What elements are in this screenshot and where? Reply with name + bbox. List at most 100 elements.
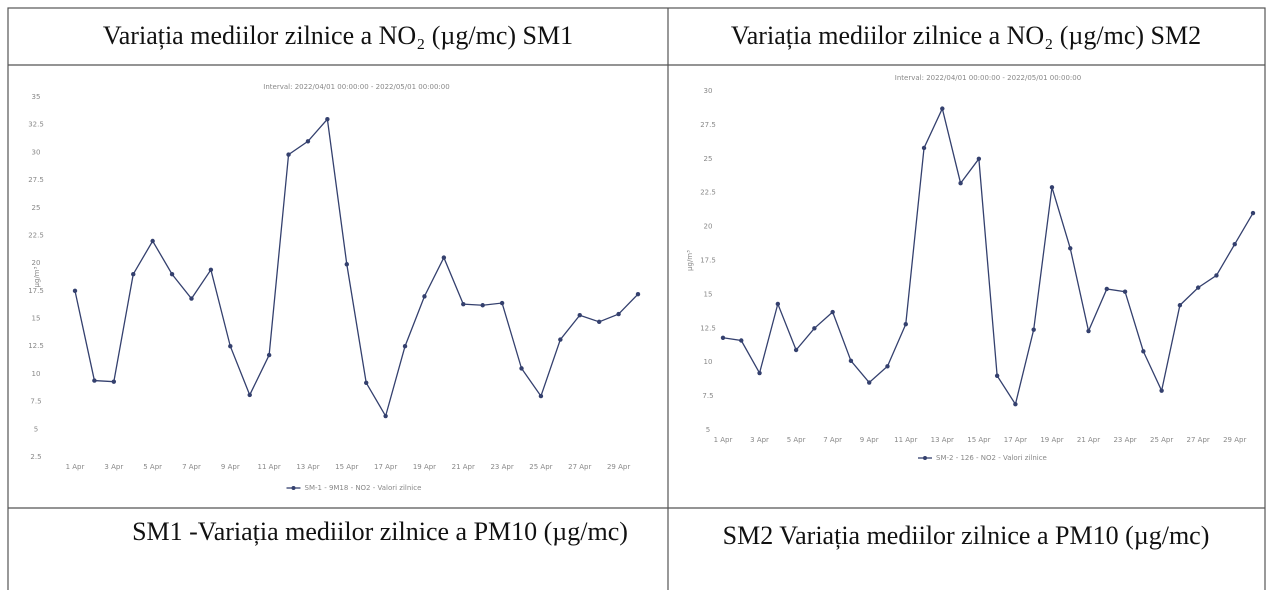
x-tick-label: 29 Apr — [607, 463, 630, 471]
series-line — [74, 117, 639, 418]
data-point — [189, 296, 194, 301]
data-point — [150, 238, 155, 244]
x-tick-label: 1 Apr — [714, 436, 733, 444]
x-tick-label: 7 Apr — [182, 463, 201, 471]
data-point — [247, 392, 252, 398]
data-point — [720, 335, 726, 340]
series-line — [722, 106, 1254, 406]
x-tick-label: 19 Apr — [413, 463, 436, 471]
data-point — [383, 413, 388, 419]
data-point — [402, 344, 408, 349]
x-tick-label: 13 Apr — [296, 463, 319, 471]
data-point — [305, 139, 311, 144]
x-tick-label: 27 Apr — [1187, 436, 1210, 444]
data-point — [1141, 349, 1146, 354]
x-tick-label: 3 Apr — [104, 463, 123, 471]
data-point — [1013, 402, 1018, 407]
y-tick-label: 20 — [32, 259, 41, 267]
data-point — [616, 311, 621, 317]
data-point — [266, 352, 272, 358]
data-point — [867, 380, 872, 385]
x-tick-label: 23 Apr — [490, 463, 513, 471]
data-point — [1031, 327, 1036, 332]
y-tick-label: 2.5 — [30, 453, 41, 461]
data-point — [325, 116, 330, 122]
x-tick-label: 11 Apr — [894, 436, 917, 444]
data-point — [848, 358, 854, 364]
y-tick-label: 27.5 — [28, 176, 44, 184]
x-tick-label: 19 Apr — [1040, 436, 1063, 444]
y-tick-label: 5 — [34, 425, 38, 433]
x-tick-label: 13 Apr — [931, 436, 954, 444]
data-point — [577, 313, 582, 318]
data-point — [830, 309, 835, 315]
y-tick-label: 25 — [704, 155, 713, 163]
x-tick-label: 29 Apr — [1223, 436, 1246, 444]
chart-title: Interval: 2022/04/01 00:00:00 - 2022/05/… — [895, 74, 1081, 82]
data-point — [1104, 286, 1109, 292]
data-point — [885, 364, 890, 369]
data-point — [1232, 242, 1237, 247]
x-tick-label: 21 Apr — [1077, 436, 1100, 444]
data-point — [1122, 289, 1128, 294]
data-point — [1086, 328, 1091, 334]
y-tick-label: 15 — [704, 290, 713, 298]
y-tick-label: 27.5 — [700, 121, 716, 129]
x-tick-label: 23 Apr — [1113, 436, 1136, 444]
y-tick-label: 22.5 — [28, 231, 44, 239]
x-tick-label: 9 Apr — [221, 463, 240, 471]
y-tick-label: 35 — [32, 93, 41, 101]
table-border — [7, 7, 1266, 590]
data-point — [994, 373, 1000, 378]
data-point — [1068, 246, 1073, 251]
data-point — [635, 291, 641, 297]
x-tick-label: 1 Apr — [66, 463, 85, 471]
footer-left: SM1 -Variația mediilor zilnice a PM10 (µ… — [132, 517, 628, 546]
data-point — [441, 255, 447, 260]
y-tick-label: 7.5 — [702, 392, 713, 400]
y-tick-label: 10 — [32, 370, 41, 378]
x-tick-label: 3 Apr — [750, 436, 769, 444]
data-point — [739, 338, 744, 343]
data-point — [1177, 303, 1183, 308]
y-axis-label: µg/m³ — [33, 266, 41, 287]
header-left: Variația mediilor zilnice a NO₂ (µg/mc) … — [103, 21, 573, 50]
y-tick-label: 12.5 — [700, 324, 716, 332]
x-tick-label: 11 Apr — [258, 463, 281, 471]
y-tick-label: 25 — [32, 204, 41, 212]
legend-marker — [291, 486, 296, 490]
y-axis-label: µg/m³ — [686, 250, 694, 271]
y-tick-label: 22.5 — [700, 189, 716, 197]
data-point — [1049, 185, 1055, 190]
data-point — [499, 300, 505, 306]
data-point — [1195, 285, 1201, 290]
x-tick-label: 7 Apr — [823, 436, 842, 444]
data-point — [958, 181, 963, 186]
y-tick-label: 10 — [704, 358, 713, 366]
x-tick-label: 17 Apr — [374, 463, 397, 471]
y-tick-label: 15 — [32, 315, 41, 323]
legend-label: SM-2 - 126 - NO2 - Valori zilnice — [936, 454, 1047, 462]
y-tick-label: 17.5 — [28, 287, 44, 295]
data-point — [111, 379, 117, 384]
data-point — [422, 294, 427, 299]
data-point — [131, 272, 136, 277]
y-tick-label: 30 — [32, 148, 41, 156]
y-tick-label: 12.5 — [28, 342, 44, 350]
data-point — [286, 152, 291, 157]
data-point — [812, 326, 817, 331]
x-tick-label: 5 Apr — [143, 463, 162, 471]
x-tick-label: 27 Apr — [568, 463, 591, 471]
data-point — [461, 301, 466, 307]
chart-title: Interval: 2022/04/01 00:00:00 - 2022/05/… — [263, 83, 449, 91]
data-point — [1159, 388, 1164, 393]
x-tick-label: 25 Apr — [529, 463, 552, 471]
data-point — [480, 303, 485, 308]
x-tick-label: 9 Apr — [860, 436, 879, 444]
header-right: Variația mediilor zilnice a NO₂ (µg/mc) … — [731, 21, 1201, 50]
data-point — [538, 393, 544, 399]
data-point — [519, 366, 524, 371]
x-tick-label: 17 Apr — [1004, 436, 1027, 444]
y-tick-label: 7.5 — [30, 398, 41, 406]
data-point — [596, 319, 602, 325]
